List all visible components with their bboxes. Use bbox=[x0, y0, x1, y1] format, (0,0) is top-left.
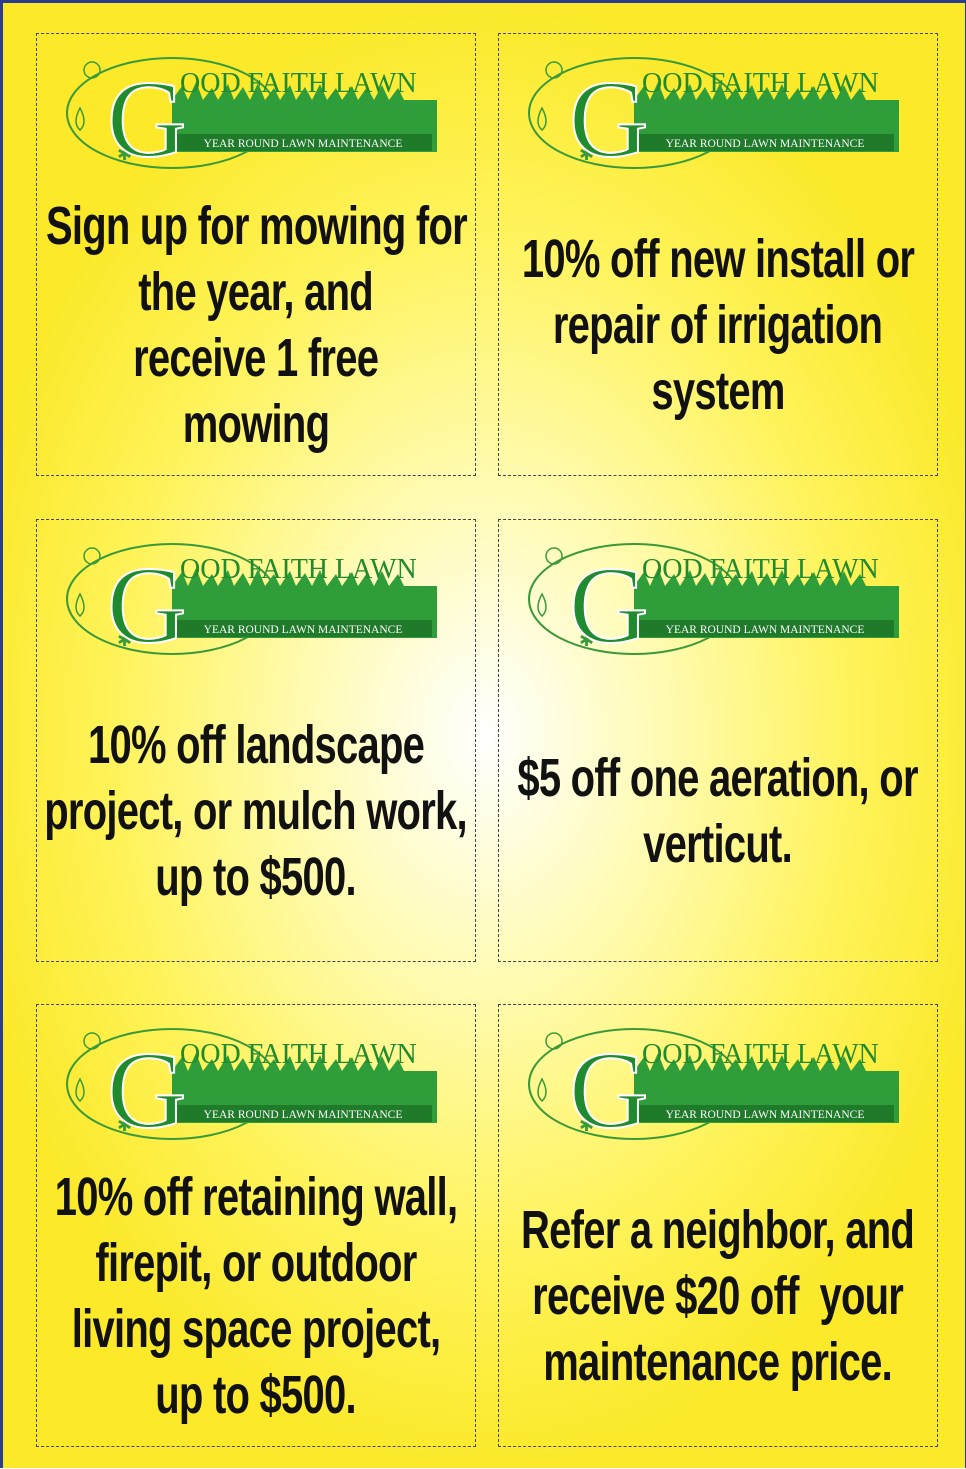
coupon: ✱ G OOD FAITH LAWN YEAR ROUND LAWN MAINTENA… bbox=[36, 1004, 476, 1447]
logo-grass-tips bbox=[634, 568, 866, 586]
offer-line: up to $500. bbox=[155, 846, 357, 907]
logo-sun bbox=[83, 61, 101, 79]
logo-tagline: YEAR ROUND LAWN MAINTENANCE bbox=[666, 138, 865, 150]
offer-text: 10% off retaining wall, firepit, or outdo… bbox=[27, 1155, 485, 1436]
logo-drop bbox=[75, 592, 85, 617]
logo-tagline: YEAR ROUND LAWN MAINTENANCE bbox=[666, 1109, 865, 1121]
logo-initial: G bbox=[569, 1029, 648, 1151]
offer-line: Refer a neighbor, and bbox=[521, 1199, 915, 1260]
logo-name: OOD FAITH LAWN bbox=[642, 68, 879, 99]
logo-initial: G bbox=[107, 1029, 186, 1151]
logo-snowflake: ✱ bbox=[579, 144, 594, 164]
offer-text: $5 off one aeration, or verticut. bbox=[489, 670, 947, 951]
offer-text: 10% off new install or repair of irrigati… bbox=[489, 184, 947, 465]
offer-line: receive 1 free bbox=[133, 327, 379, 388]
logo-sun bbox=[83, 1032, 101, 1050]
coupon: ✱ G OOD FAITH LAWN YEAR ROUND LAWN MAINTENA… bbox=[36, 33, 476, 476]
offer-line: the year, and bbox=[138, 261, 374, 322]
logo-tagline-band bbox=[174, 134, 432, 151]
coupon: ✱ G OOD FAITH LAWN YEAR ROUND LAWN MAINTENA… bbox=[498, 1004, 938, 1447]
logo-tagline-band bbox=[636, 1105, 894, 1122]
logo-tagline: YEAR ROUND LAWN MAINTENANCE bbox=[666, 624, 865, 636]
logo-name: OOD FAITH LAWN bbox=[642, 554, 879, 585]
logo-snowflake: ✱ bbox=[579, 1115, 594, 1135]
offer-line: $5 off one aeration, or bbox=[517, 747, 919, 808]
coupon: ✱ G OOD FAITH LAWN YEAR ROUND LAWN MAINTENA… bbox=[498, 519, 938, 962]
logo-tagline: YEAR ROUND LAWN MAINTENANCE bbox=[204, 138, 403, 150]
logo-name: OOD FAITH LAWN bbox=[180, 1039, 417, 1070]
offer-line: 10% off retaining wall, bbox=[54, 1166, 458, 1227]
offer-line: mowing bbox=[182, 393, 330, 454]
logo-initial: G bbox=[107, 58, 186, 180]
logo-drop bbox=[537, 106, 547, 131]
logo-grass-tips bbox=[634, 82, 866, 100]
logo-snowflake: ✱ bbox=[579, 630, 594, 650]
logo-grass-tips bbox=[634, 1053, 866, 1071]
logo-initial: G bbox=[569, 58, 648, 180]
logo-drop bbox=[75, 106, 85, 131]
logo-tagline-band bbox=[636, 134, 894, 151]
logo-drop bbox=[537, 1077, 547, 1102]
coupon: ✱ G OOD FAITH LAWN YEAR ROUND LAWN MAINTENA… bbox=[36, 519, 476, 962]
offer-line: Sign up for mowing for bbox=[45, 195, 468, 256]
logo-grass-tips bbox=[172, 568, 404, 586]
offer-text: Refer a neighbor, and receive $20 off you… bbox=[489, 1155, 947, 1436]
logo-drop bbox=[537, 592, 547, 617]
logo-sun bbox=[83, 547, 101, 565]
offer-text: Sign up for mowing for the year, and recei… bbox=[27, 184, 485, 465]
logo-sun bbox=[545, 61, 563, 79]
offer-line: receive $20 off your bbox=[532, 1265, 905, 1326]
logo-snowflake: ✱ bbox=[117, 1115, 132, 1135]
logo-initial: G bbox=[107, 544, 186, 666]
logo-drop bbox=[75, 1077, 85, 1102]
logo-snowflake: ✱ bbox=[117, 144, 132, 164]
logo-snowflake: ✱ bbox=[117, 630, 132, 650]
logo-sun bbox=[545, 1032, 563, 1050]
offer-line: living space project, bbox=[71, 1298, 441, 1359]
logo-tagline-band bbox=[636, 620, 894, 637]
logo-name: OOD FAITH LAWN bbox=[180, 554, 417, 585]
offer-line: maintenance price. bbox=[543, 1331, 893, 1392]
logo-tagline: YEAR ROUND LAWN MAINTENANCE bbox=[204, 624, 403, 636]
offer-line: firepit, or outdoor bbox=[95, 1232, 417, 1293]
logo-tagline-band bbox=[174, 1105, 432, 1122]
offer-line: repair of irrigation bbox=[553, 294, 883, 355]
logo-name: OOD FAITH LAWN bbox=[642, 1039, 879, 1070]
logo-grass-tips bbox=[172, 1053, 404, 1071]
logo-initial: G bbox=[569, 544, 648, 666]
offer-line: 10% off landscape bbox=[87, 714, 425, 775]
offer-line: up to $500. bbox=[155, 1364, 357, 1425]
offer-text: 10% off landscape project, or mulch work,… bbox=[27, 670, 485, 951]
offer-line: system bbox=[651, 360, 785, 421]
offer-line: verticut. bbox=[643, 813, 794, 874]
logo-tagline: YEAR ROUND LAWN MAINTENANCE bbox=[204, 1109, 403, 1121]
logo-name: OOD FAITH LAWN bbox=[180, 68, 417, 99]
offer-line: project, or mulch work, bbox=[44, 780, 468, 841]
logo-grass-tips bbox=[172, 82, 404, 100]
logo-sun bbox=[545, 547, 563, 565]
logo-tagline-band bbox=[174, 620, 432, 637]
offer-line: 10% off new install or bbox=[521, 228, 915, 289]
coupon: ✱ G OOD FAITH LAWN YEAR ROUND LAWN MAINTENA… bbox=[498, 33, 938, 476]
